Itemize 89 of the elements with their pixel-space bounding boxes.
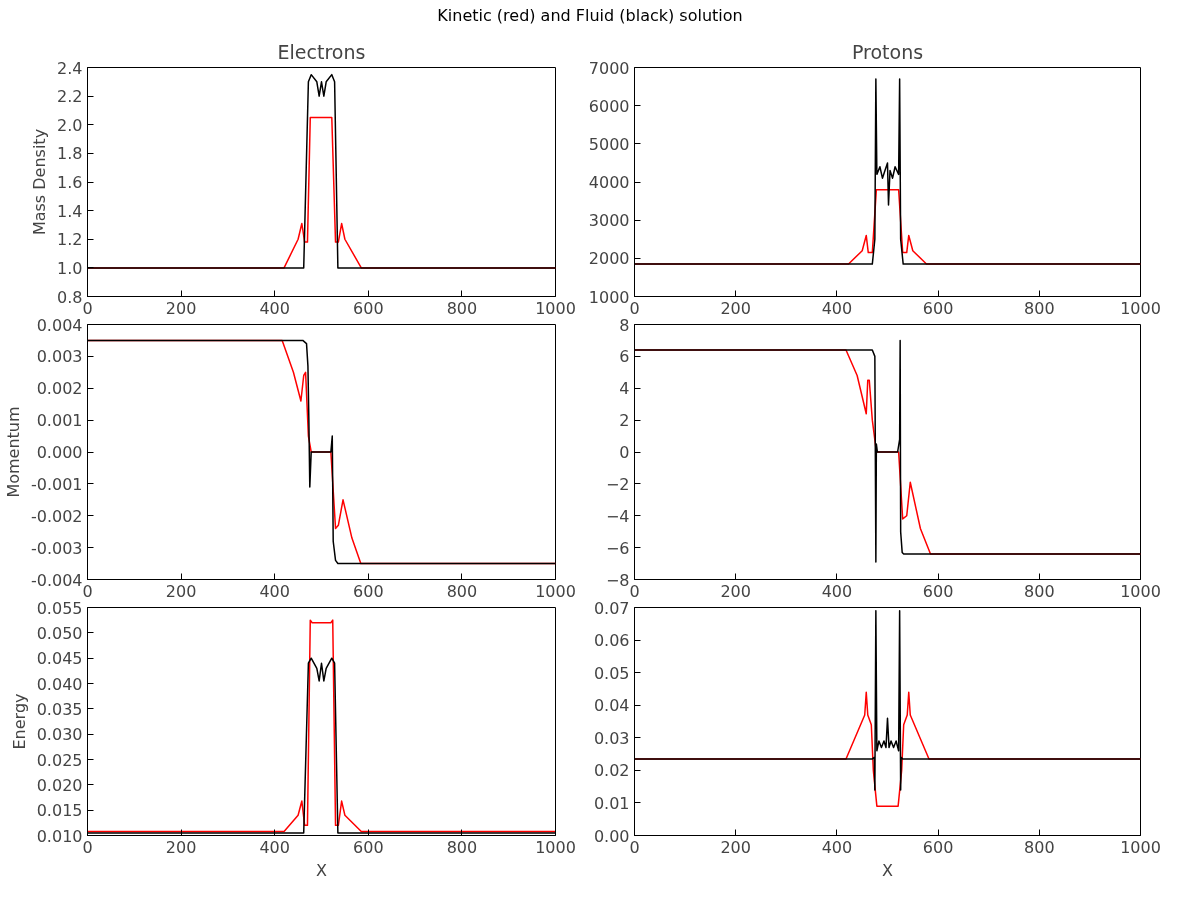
- text: Kinetic (red) and Fluid (black) solution: [437, 5, 743, 27]
- y-tick-label: −8: [605, 570, 630, 590]
- y-tick-label: 1.6: [57, 172, 83, 192]
- x-tick-label: 200: [165, 837, 197, 857]
- y-tick-label: 1.8: [57, 144, 83, 164]
- y-tick-label: 0.015: [36, 801, 83, 821]
- y-tick-label: 6000: [588, 96, 630, 116]
- chart-title: Electrons: [277, 40, 366, 63]
- y-tick-label: 2.4: [57, 58, 83, 78]
- y-tick-label: 3000: [588, 211, 630, 231]
- y-tick-label: 0: [619, 442, 630, 462]
- x-tick-label: 800: [1024, 837, 1055, 857]
- y-tick-label: 4000: [588, 172, 630, 192]
- x-tick-label: 400: [821, 581, 853, 601]
- x-tick-label: 600: [353, 298, 384, 318]
- y-tick-label: 0.035: [36, 699, 83, 719]
- y-tick-label: 0.055: [36, 598, 83, 618]
- x-tick-label: 400: [259, 581, 290, 601]
- y-axis-title: Mass Density: [30, 128, 50, 235]
- y-tick-label: -0.002: [30, 506, 83, 526]
- y-tick-label: 5000: [588, 134, 630, 154]
- x-tick-label: 200: [720, 581, 751, 601]
- y-tick-label: 0.001: [36, 410, 83, 430]
- y-tick-label: 4: [619, 379, 630, 399]
- y-tick-label: 0.07: [593, 598, 630, 618]
- x-tick-label: 1000: [535, 298, 576, 318]
- x-tick-label: 600: [353, 837, 384, 857]
- y-tick-label: 0.002: [36, 379, 83, 399]
- x-tick-label: 600: [922, 298, 954, 318]
- y-tick-label: 7000: [588, 58, 630, 78]
- y-tick-label: 0.050: [36, 623, 83, 643]
- x-tick-label: 1000: [535, 581, 576, 601]
- y-tick-label: 1.2: [57, 230, 83, 250]
- y-tick-label: 2.0: [57, 115, 83, 135]
- y-tick-label: 0.8: [57, 287, 83, 307]
- y-tick-label: 0.020: [36, 775, 83, 795]
- y-tick-label: 6: [619, 347, 630, 367]
- x-tick-label: 400: [259, 298, 290, 318]
- x-tick-label: 400: [259, 837, 290, 857]
- y-tick-label: 0.030: [36, 725, 83, 745]
- x-tick-label: 1000: [1120, 298, 1161, 318]
- y-tick-label: 8: [619, 315, 630, 335]
- y-axis-title: Momentum: [3, 406, 23, 498]
- y-tick-label: 0.04: [593, 696, 630, 716]
- y-tick-label: 0.045: [36, 649, 83, 669]
- y-tick-label: 0.003: [36, 347, 83, 367]
- x-tick-label: 800: [446, 581, 478, 601]
- x-axis-title: X: [316, 860, 328, 880]
- x-tick-label: 400: [821, 837, 853, 857]
- x-tick-label: 800: [1024, 581, 1055, 601]
- y-tick-label: −2: [605, 474, 630, 494]
- x-tick-label: 400: [821, 298, 853, 318]
- x-tick-label: 200: [165, 298, 197, 318]
- y-tick-label: 0.040: [36, 674, 83, 694]
- y-tick-label: 0.03: [593, 728, 630, 748]
- y-tick-label: 0.000: [36, 442, 83, 462]
- y-tick-label: −4: [605, 506, 630, 526]
- x-tick-label: 1000: [1120, 837, 1161, 857]
- x-tick-label: 1000: [535, 837, 576, 857]
- y-axis-title: Energy: [9, 693, 29, 750]
- x-tick-label: 200: [720, 298, 751, 318]
- x-tick-label: 800: [446, 837, 478, 857]
- y-tick-label: 2000: [588, 249, 630, 269]
- chart-title: Protons: [851, 40, 924, 63]
- x-tick-label: 800: [446, 298, 478, 318]
- y-tick-label: 0.010: [36, 826, 83, 846]
- y-tick-label: 0.05: [593, 663, 630, 683]
- y-tick-label: 0.01: [593, 793, 630, 813]
- x-tick-label: 200: [165, 581, 197, 601]
- x-tick-label: 600: [922, 837, 954, 857]
- y-tick-label: -0.001: [30, 474, 83, 494]
- x-tick-label: 800: [1024, 298, 1055, 318]
- y-tick-label: -0.004: [30, 570, 83, 590]
- x-tick-label: 200: [720, 837, 751, 857]
- y-tick-label: −6: [605, 538, 630, 558]
- y-tick-label: 0.025: [36, 750, 83, 770]
- y-tick-label: 0.004: [36, 315, 83, 335]
- y-tick-label: 0.06: [593, 630, 630, 650]
- y-tick-label: 0.02: [593, 761, 630, 781]
- x-axis-title: X: [882, 860, 894, 880]
- x-tick-label: 600: [922, 581, 954, 601]
- y-tick-label: 1.4: [57, 201, 83, 221]
- x-tick-label: 1000: [1120, 581, 1161, 601]
- y-tick-label: 0.00: [593, 826, 630, 846]
- y-tick-label: 2: [619, 410, 630, 430]
- y-tick-label: -0.003: [30, 538, 83, 558]
- x-tick-label: 600: [353, 581, 384, 601]
- y-tick-label: 1.0: [57, 258, 83, 278]
- y-tick-label: 2.2: [57, 86, 83, 106]
